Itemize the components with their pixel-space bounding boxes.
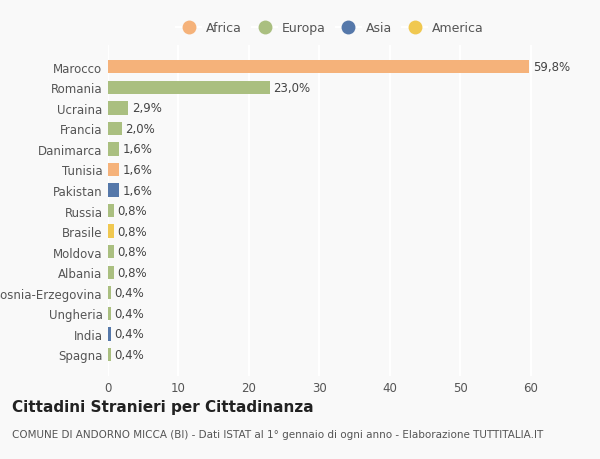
Text: 23,0%: 23,0%	[274, 82, 311, 95]
Text: 59,8%: 59,8%	[533, 61, 570, 74]
Text: 0,4%: 0,4%	[115, 307, 144, 320]
Text: 0,8%: 0,8%	[117, 266, 147, 279]
Text: 2,9%: 2,9%	[132, 102, 162, 115]
Text: 0,8%: 0,8%	[117, 246, 147, 258]
Bar	[108, 204, 113, 218]
Text: COMUNE DI ANDORNO MICCA (BI) - Dati ISTAT al 1° gennaio di ogni anno - Elaborazi: COMUNE DI ANDORNO MICCA (BI) - Dati ISTA…	[12, 429, 543, 439]
Text: 2,0%: 2,0%	[125, 123, 155, 135]
Bar	[108, 184, 119, 197]
Text: 0,4%: 0,4%	[115, 328, 144, 341]
Bar	[108, 143, 119, 156]
Text: 1,6%: 1,6%	[123, 143, 152, 156]
Text: 1,6%: 1,6%	[123, 164, 152, 177]
Text: Cittadini Stranieri per Cittadinanza: Cittadini Stranieri per Cittadinanza	[12, 399, 314, 414]
Text: 0,8%: 0,8%	[117, 225, 147, 238]
Bar	[108, 81, 270, 95]
Bar	[108, 163, 119, 177]
Text: 0,4%: 0,4%	[115, 348, 144, 361]
Bar	[108, 266, 113, 280]
Bar	[108, 328, 111, 341]
Text: 1,6%: 1,6%	[123, 184, 152, 197]
Bar	[108, 61, 529, 74]
Bar	[108, 246, 113, 259]
Bar	[108, 123, 122, 136]
Bar	[108, 348, 111, 361]
Bar	[108, 286, 111, 300]
Text: 0,8%: 0,8%	[117, 205, 147, 218]
Bar	[108, 225, 113, 238]
Bar	[108, 307, 111, 320]
Text: 0,4%: 0,4%	[115, 287, 144, 300]
Legend: Africa, Europa, Asia, America: Africa, Europa, Asia, America	[176, 22, 484, 35]
Bar	[108, 102, 128, 115]
